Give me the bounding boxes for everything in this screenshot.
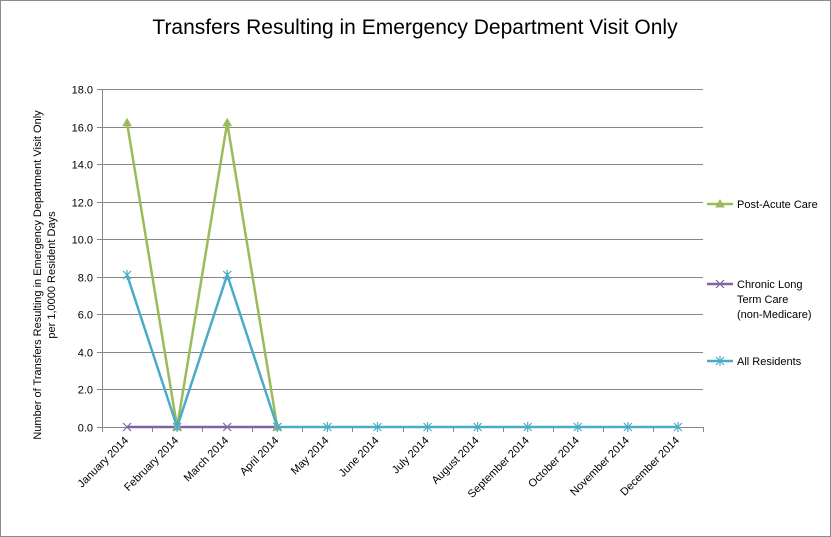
data-point xyxy=(573,422,583,432)
axes xyxy=(97,89,704,432)
y-tick-label: 16.0 xyxy=(72,123,93,135)
x-tick-label: February 2014 xyxy=(122,435,181,494)
data-point xyxy=(222,269,232,280)
gridlines xyxy=(102,89,703,390)
y-axis-label-line2: per 1,0000 Resident Days xyxy=(46,211,58,339)
legend-label: (non-Medicare) xyxy=(737,309,812,321)
data-point xyxy=(272,422,282,432)
series-post-acute-care xyxy=(122,117,283,431)
data-point xyxy=(373,422,382,432)
y-axis-label-line1: Number of Transfers Resulting in Emergen… xyxy=(32,110,44,440)
y-tick-label: 0.0 xyxy=(78,423,93,435)
y-tick-label: 6.0 xyxy=(78,310,93,322)
data-point xyxy=(523,422,533,432)
marker-stroke xyxy=(222,422,232,432)
data-point xyxy=(473,422,483,432)
data-point xyxy=(122,117,132,127)
marker-stroke xyxy=(715,279,725,289)
x-tick-label: July 2014 xyxy=(390,435,432,477)
legend-label: Post-Acute Care xyxy=(737,199,818,211)
x-tick-label: April 2014 xyxy=(238,435,282,479)
legend-label: Chronic Long xyxy=(737,279,802,291)
y-axis-label: Number of Transfers Resulting in Emergen… xyxy=(32,110,58,440)
data-point xyxy=(673,422,683,432)
y-tick-labels: 0.0 2.0 4.0 6.0 8.0 10.0 12.0 14.0 16.0 18.0 xyxy=(72,85,93,435)
x-tick-label: January 2014 xyxy=(76,435,132,491)
y-tick-label: 8.0 xyxy=(78,273,93,285)
y-tick-label: 18.0 xyxy=(72,85,93,97)
legend-marker xyxy=(715,356,725,366)
data-point xyxy=(423,422,432,432)
legend-item: Post-Acute Care xyxy=(707,198,818,211)
data-point xyxy=(222,422,232,432)
legend-marker xyxy=(715,279,725,289)
legend-label: Term Care xyxy=(737,294,788,306)
data-point xyxy=(222,117,233,127)
chart-title: Transfers Resulting in Emergency Departm… xyxy=(152,16,678,39)
y-tick-label: 4.0 xyxy=(78,348,93,360)
data-point xyxy=(172,422,182,432)
legend-label: All Residents xyxy=(737,356,802,368)
legend: Post-Acute Care Chronic Long Term Care (non… xyxy=(707,198,818,368)
x-tick-label: August 2014 xyxy=(430,435,482,487)
y-tick-label: 10.0 xyxy=(72,235,93,247)
series-all-residents xyxy=(122,269,683,432)
x-tick-label: May 2014 xyxy=(289,435,332,478)
x-tick-label: June 2014 xyxy=(337,435,382,480)
data-point xyxy=(122,269,132,280)
x-tick-label: March 2014 xyxy=(182,435,232,485)
legend-marker xyxy=(715,198,725,208)
y-tick-label: 2.0 xyxy=(78,385,93,397)
x-tick-label: October 2014 xyxy=(526,435,582,491)
marker-stroke xyxy=(122,422,132,432)
legend-item: All Residents xyxy=(707,356,802,368)
y-tick-label: 14.0 xyxy=(72,160,93,172)
legend-item: Chronic Long Term Care (non-Medicare) xyxy=(707,279,812,321)
data-point xyxy=(623,422,633,432)
series xyxy=(122,117,683,432)
series-line xyxy=(125,122,279,428)
y-tick-label: 12.0 xyxy=(72,198,93,210)
series-line xyxy=(125,270,678,431)
data-point xyxy=(122,422,132,432)
data-point xyxy=(322,422,332,432)
